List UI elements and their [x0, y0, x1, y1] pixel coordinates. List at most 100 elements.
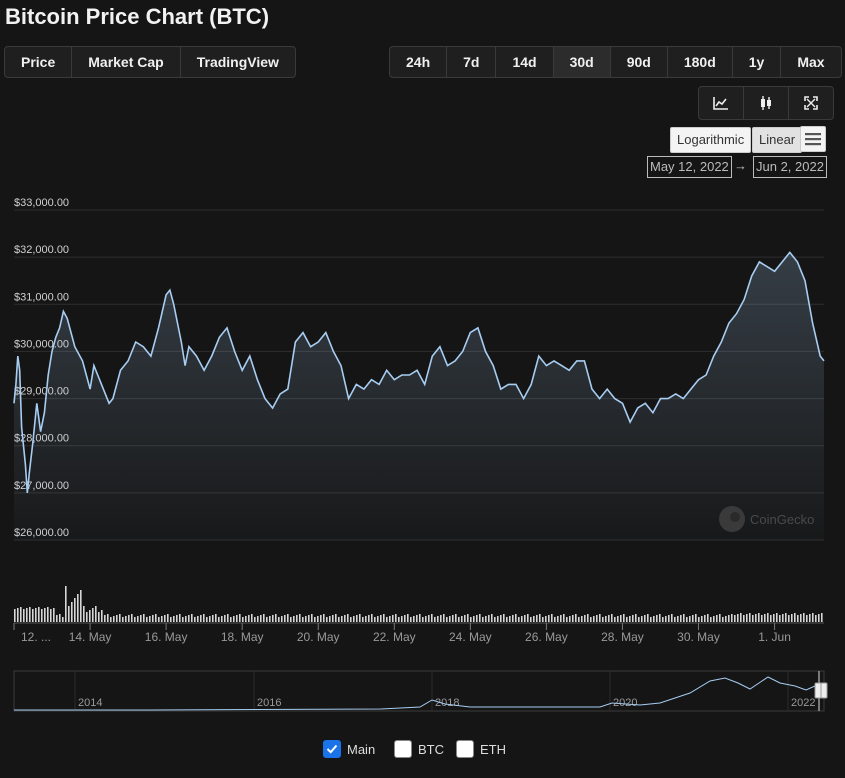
logarithmic-button[interactable]: Logarithmic — [670, 127, 752, 153]
volume-bar — [218, 617, 220, 622]
date-from-input[interactable]: May 12, 2022 — [647, 156, 732, 178]
volume-bar — [374, 617, 376, 622]
volume-bar — [821, 613, 823, 622]
x-tick-label: 14. May — [69, 630, 112, 644]
checkbox-eth[interactable] — [456, 740, 474, 758]
volume-bar — [656, 615, 658, 622]
volume-bar — [455, 614, 457, 622]
volume-bar — [134, 617, 136, 622]
legend-main[interactable]: Main — [323, 740, 375, 758]
volume-bar — [596, 615, 598, 622]
y-tick-label: $32,000.00 — [14, 244, 69, 256]
volume-bar — [335, 614, 337, 622]
range-90d[interactable]: 90d — [611, 47, 668, 77]
navigator-year-label: 2014 — [78, 697, 102, 709]
volume-bar — [86, 612, 88, 622]
volume-bar — [689, 616, 691, 622]
volume-bar — [413, 616, 415, 622]
volume-bar — [377, 616, 379, 622]
volume-bar — [794, 613, 796, 622]
volume-bar — [269, 616, 271, 622]
volume-bar — [479, 614, 481, 622]
volume-bar — [713, 616, 715, 622]
volume-bar — [143, 614, 145, 622]
legend-btc[interactable]: BTC — [394, 740, 444, 758]
volume-bar — [371, 614, 373, 622]
volume-bar — [401, 616, 403, 622]
volume-bar — [410, 617, 412, 622]
chart-type-toolbar — [698, 86, 834, 120]
volume-bar — [113, 616, 115, 622]
volume-bar — [56, 615, 58, 622]
range-180d[interactable]: 180d — [668, 47, 733, 77]
volume-bar — [206, 617, 208, 622]
candlestick-button[interactable] — [744, 87, 789, 119]
volume-bar — [797, 615, 799, 622]
volume-bar — [725, 616, 727, 622]
fullscreen-button[interactable] — [789, 87, 833, 119]
volume-bar — [323, 614, 325, 622]
x-tick-label: 16. May — [145, 630, 188, 644]
volume-bar — [167, 614, 169, 622]
date-to-input[interactable]: Jun 2, 2022 — [753, 156, 827, 178]
volume-bar — [407, 614, 409, 622]
volume-bar — [758, 613, 760, 622]
volume-bar — [386, 617, 388, 622]
volume-bar — [338, 617, 340, 622]
volume-bar — [317, 616, 319, 622]
volume-bar — [137, 616, 139, 622]
hamburger-icon — [805, 133, 821, 146]
volume-bar — [773, 614, 775, 622]
volume-bar — [326, 617, 328, 622]
checkbox-main[interactable] — [323, 740, 341, 758]
tab-tradingview[interactable]: TradingView — [196, 54, 279, 70]
range-30d[interactable]: 30d — [553, 47, 611, 77]
volume-bar — [68, 606, 70, 622]
navigator-handle-right[interactable] — [820, 682, 828, 699]
volume-bar — [806, 615, 808, 622]
volume-bar — [191, 614, 193, 622]
volume-bar — [707, 614, 709, 622]
x-tick-label: 24. May — [449, 630, 492, 644]
check-icon — [326, 744, 338, 754]
volume-bar — [122, 617, 124, 622]
navigator-frame[interactable] — [13, 670, 825, 712]
price-chart[interactable]: $26,000.00$27,000.00$28,000.00$29,000.00… — [0, 0, 845, 720]
range-24h[interactable]: 24h — [390, 47, 448, 77]
price-area — [14, 252, 824, 540]
volume-bar — [437, 616, 439, 622]
line-chart-button[interactable] — [699, 87, 744, 119]
volume-bar — [611, 614, 613, 622]
range-1y[interactable]: 1y — [733, 47, 782, 77]
volume-bar — [602, 617, 604, 622]
volume-bar — [299, 614, 301, 622]
volume-bar — [251, 614, 253, 622]
volume-bar — [116, 615, 118, 622]
volume-bar — [683, 614, 685, 622]
volume-bar — [716, 615, 718, 622]
volume-bar — [476, 615, 478, 622]
volume-bar — [263, 614, 265, 622]
volume-bar — [734, 615, 736, 622]
chart-menu-button[interactable] — [800, 126, 826, 152]
volume-bar — [245, 616, 247, 622]
linear-button[interactable]: Linear — [752, 127, 803, 153]
volume-bar — [623, 614, 625, 622]
volume-bar — [131, 614, 133, 622]
range-14d[interactable]: 14d — [496, 47, 554, 77]
volume-bar — [428, 615, 430, 622]
legend-eth[interactable]: ETH — [456, 740, 506, 758]
volume-bar — [77, 594, 79, 622]
range-7d[interactable]: 7d — [447, 47, 497, 77]
volume-bar — [119, 614, 121, 622]
x-tick-label: 20. May — [297, 630, 340, 644]
checkbox-btc[interactable] — [394, 740, 412, 758]
range-max[interactable]: Max — [797, 54, 825, 70]
tab-market-cap[interactable]: Market Cap — [72, 47, 181, 77]
tab-price[interactable]: Price — [5, 47, 73, 77]
volume-bar — [569, 616, 571, 622]
volume-bar — [212, 615, 214, 622]
volume-bar — [47, 607, 49, 622]
metric-tabs: Price Market Cap TradingView — [4, 46, 296, 78]
volume-bar — [215, 614, 217, 622]
